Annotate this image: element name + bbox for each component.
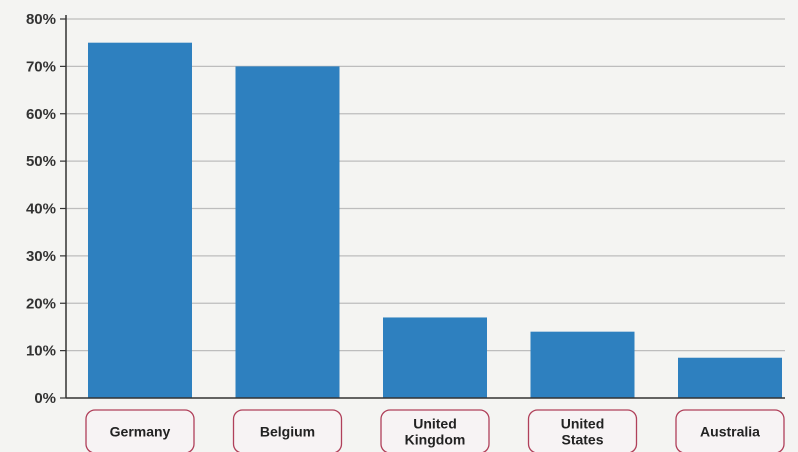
category-label-box: [85, 409, 195, 452]
y-tick-label: 10%: [26, 343, 56, 360]
category-label: Australia: [700, 424, 760, 440]
y-tick-label: 80%: [26, 11, 56, 28]
y-tick-label: 40%: [26, 201, 56, 218]
category-label-box: [675, 409, 785, 452]
category-label-box: [232, 409, 343, 452]
y-tick-label: 30%: [26, 248, 56, 265]
y-axis-ticks: 0% 10% 20% 30% 40% 50% 60% 70% 80%: [26, 11, 66, 407]
y-tick-label: 20%: [26, 295, 56, 312]
y-tick-label: 0%: [34, 390, 56, 407]
y-tick-label: 60%: [26, 106, 56, 123]
y-tick-label: 50%: [26, 153, 56, 170]
bar: [235, 66, 340, 398]
category-label-box: [380, 409, 490, 452]
bars: [88, 42, 782, 398]
y-tick-label: 70%: [26, 58, 56, 75]
category-label: States: [561, 432, 603, 448]
axes: [65, 15, 785, 399]
category-label: Belgium: [260, 424, 315, 440]
bar: [678, 357, 782, 398]
bar: [88, 42, 192, 398]
category-label: Kingdom: [405, 432, 466, 448]
category-label: United: [561, 416, 605, 432]
bar: [530, 331, 635, 398]
category-label: United: [413, 416, 457, 432]
bar: [383, 317, 487, 398]
category-label: Germany: [110, 424, 171, 440]
category-label-box: [527, 409, 638, 452]
